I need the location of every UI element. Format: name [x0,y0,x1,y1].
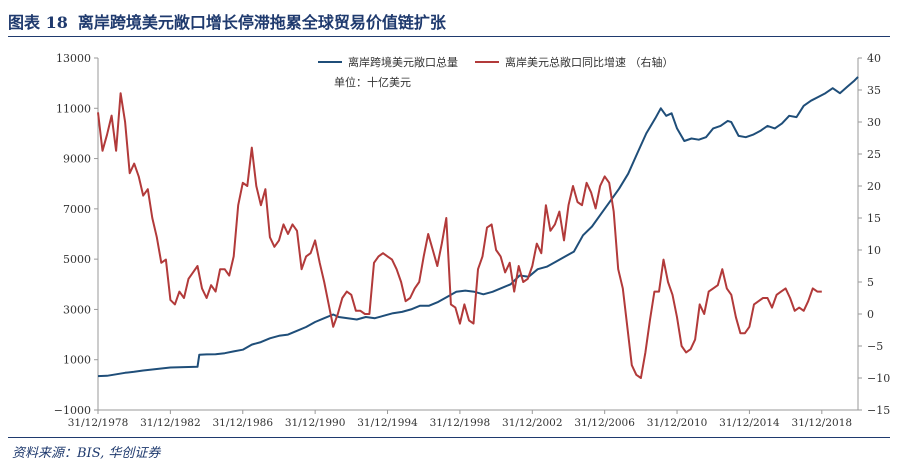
x-axis-tick-label: 31/12/1998 [430,417,491,429]
series-line-yoy-growth [97,92,822,379]
figure-title: 图表 18 离岸跨境美元敞口增长停滞拖累全球贸易价值链扩张 [8,9,456,33]
right-axis-tick-label: 25 [867,148,881,161]
line-chart: −1000 1000 3000 5000 7000 9000 11000 13000 −15 −1… [54,52,890,429]
left-axis-tick-label: 9000 [63,153,91,166]
left-axis-tick-label: 13000 [56,52,91,65]
unit-annotation: 单位：十亿美元 [334,75,411,89]
left-axis-tick-label: 3000 [63,303,91,316]
right-axis-tick-label: −5 [867,340,883,353]
right-axis-tick-label: 0 [867,308,874,321]
right-axis-tick-label: 20 [867,180,881,193]
right-axis-tick-label: 10 [867,244,881,257]
left-axis-tick-label: 7000 [63,203,91,216]
right-axis-tick-label: 5 [867,276,874,289]
x-axis-tick-label: 31/12/1994 [357,417,418,429]
left-axis-tick-label: 1000 [63,354,91,367]
figure-label: 图表 18 [8,13,68,32]
x-axis-tick-label: 31/12/1978 [68,417,129,429]
right-axis-tick-label: 35 [867,84,881,97]
right-axis-tick-label: −10 [867,372,890,385]
x-axis-tick-label: 31/12/1986 [212,417,273,429]
right-axis-tick-label: 40 [867,52,881,65]
header-rule [8,36,890,37]
x-axis-tick-label: 31/12/2018 [792,417,853,429]
series-line-exposure-total [97,76,859,378]
x-axis-tick-label: 31/12/1990 [285,417,346,429]
figure-header: 图表 18 离岸跨境美元敞口增长停滞拖累全球贸易价值链扩张 [0,0,898,37]
chart-legend: 离岸跨境美元敞口总量 离岸美元总敞口同比增速 （右轴） [318,55,674,69]
source-rule [8,437,890,438]
x-axis-tick-label: 31/12/2006 [574,417,635,429]
series-layer [97,76,859,379]
legend-label: 离岸跨境美元敞口总量 [348,55,458,69]
right-axis-tick-label: −15 [867,404,890,417]
x-axis-tick-label: 31/12/2002 [502,417,563,429]
left-axis-tick-label: 5000 [63,253,91,266]
x-axis-tick-label: 31/12/2014 [719,417,780,429]
legend-label: 离岸美元总敞口同比增速 （右轴） [505,55,674,69]
x-axis-tick-label: 31/12/2010 [647,417,708,429]
figure-title-text: 离岸跨境美元敞口增长停滞拖累全球贸易价值链扩张 [77,13,446,32]
left-axis-tick-label: 11000 [56,102,91,115]
chart-axes: −1000 1000 3000 5000 7000 9000 11000 13000 −15 −1… [54,52,890,429]
source-text: 资料来源：BIS, 华创证券 [12,446,161,461]
left-axis-tick-label: −1000 [54,404,91,417]
right-axis-tick-label: 15 [867,212,881,225]
right-axis-tick-label: 30 [867,116,881,129]
x-axis-tick-label: 31/12/1982 [140,417,201,429]
